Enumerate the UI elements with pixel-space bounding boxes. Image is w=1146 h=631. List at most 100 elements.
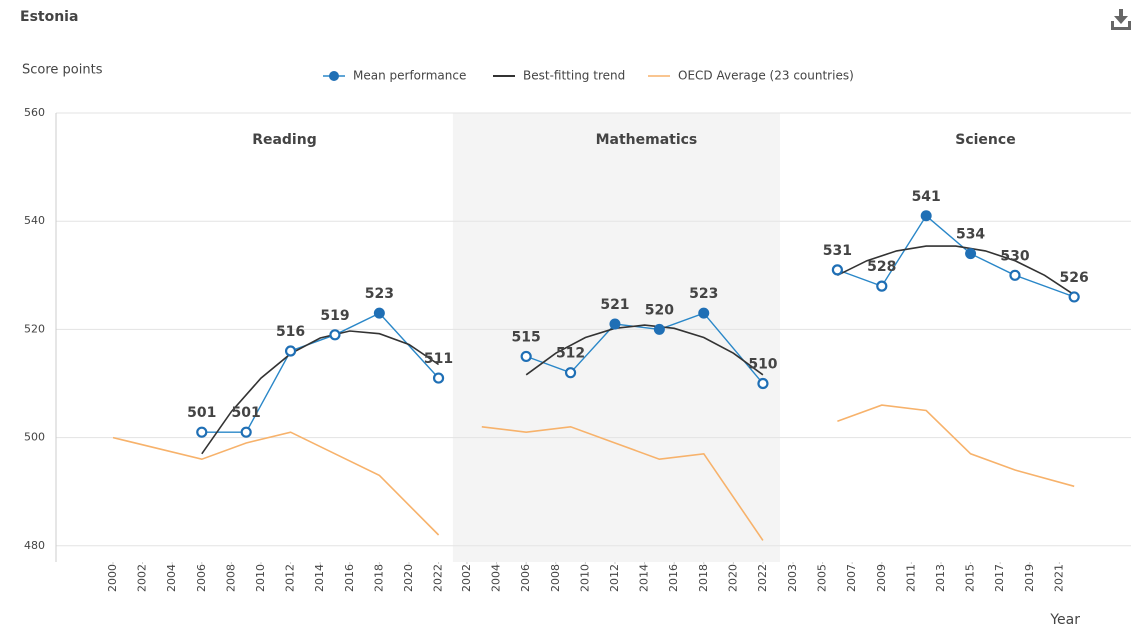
x-tick-label: 2021 (1052, 564, 1065, 592)
mean-marker (1068, 291, 1080, 303)
x-tick-label: 2007 (845, 564, 858, 592)
x-tick-label: 2006 (519, 564, 532, 592)
x-tick-label: 2010 (254, 564, 267, 592)
mean-marker (831, 264, 843, 276)
icon-arrow (1114, 16, 1128, 24)
mean-line (837, 214, 1075, 298)
y-tick-label: 520 (24, 322, 45, 335)
icon-side (1128, 21, 1131, 29)
data-label: 531 (823, 243, 852, 259)
y-axis-label: Score points (22, 63, 103, 78)
data-label: 521 (600, 297, 629, 313)
data-label: 541 (912, 189, 941, 205)
oecd-line (481, 425, 764, 541)
trend-line (201, 330, 440, 455)
panel-title: Mathematics (596, 132, 698, 148)
x-axis-label: Year (1049, 612, 1080, 628)
x-tick-label: 2009 (875, 564, 888, 592)
mean-marker (373, 307, 385, 319)
mean-marker (196, 426, 208, 438)
mean-marker (609, 318, 621, 330)
x-tick-label: 2002 (460, 564, 473, 592)
data-label: 523 (689, 286, 718, 302)
x-tick-label: 2015 (964, 564, 977, 592)
mean-marker (920, 210, 932, 222)
x-tick-label: 2022 (756, 564, 769, 592)
mean-marker (653, 323, 665, 335)
y-tick-label: 560 (24, 106, 45, 119)
data-label: 510 (748, 356, 777, 372)
legend-marker (329, 71, 339, 81)
data-label: 501 (232, 405, 261, 421)
mean-marker (876, 280, 888, 292)
x-tick-label: 2000 (106, 564, 119, 592)
x-tick-label: 2018 (697, 564, 710, 592)
x-tick-label: 2013 (934, 564, 947, 592)
mean-marker (564, 367, 577, 379)
mean-marker (240, 426, 252, 438)
trend-line (837, 245, 1075, 296)
x-tick-label: 2011 (904, 564, 917, 592)
x-tick-label: 2016 (667, 564, 680, 592)
mean-marker (1009, 269, 1021, 281)
x-tick-label: 2019 (1023, 564, 1036, 592)
data-label: 501 (187, 405, 216, 421)
y-tick-label: 480 (24, 539, 45, 552)
mean-marker (432, 372, 445, 384)
y-tick-label: 540 (24, 214, 45, 227)
download-icon[interactable] (1111, 9, 1131, 30)
legend-label: Mean performance (353, 69, 466, 83)
y-tick-label: 500 (24, 431, 45, 444)
x-tick-label: 2017 (993, 564, 1006, 592)
data-label: 519 (320, 308, 349, 324)
x-tick-label: 2016 (343, 564, 356, 592)
x-tick-label: 2004 (490, 564, 503, 592)
icon-stem (1119, 9, 1123, 19)
x-tick-label: 2012 (608, 564, 621, 592)
mean-marker (965, 248, 977, 260)
data-label: 515 (512, 329, 541, 345)
data-label: 534 (956, 227, 985, 243)
mean-marker (284, 345, 297, 357)
trend-line (525, 324, 764, 376)
panel-background (452, 113, 780, 562)
data-label: 520 (645, 302, 674, 318)
x-tick-label: 2014 (313, 564, 326, 592)
mean-marker (698, 307, 710, 319)
mean-marker (329, 329, 341, 341)
x-tick-label: 2020 (402, 564, 415, 592)
oecd-line (112, 431, 440, 536)
data-label: 523 (365, 286, 394, 302)
x-tick-label: 2005 (816, 564, 829, 592)
legend-label: OECD Average (23 countries) (678, 69, 854, 83)
legend-label: Best-fitting trend (523, 69, 625, 83)
mean-marker (757, 377, 769, 390)
x-tick-label: 2010 (578, 564, 591, 592)
oecd-line (837, 404, 1075, 488)
panel-title: Science (955, 132, 1015, 148)
data-label: 516 (276, 324, 305, 340)
x-tick-label: 2008 (224, 564, 237, 592)
mean-line (201, 312, 440, 433)
icon-base (1111, 27, 1131, 30)
x-tick-label: 2004 (165, 564, 178, 592)
chart-title: Estonia (20, 9, 78, 25)
x-tick-label: 2003 (786, 564, 799, 592)
x-tick-label: 2008 (549, 564, 562, 592)
x-tick-label: 2002 (136, 564, 149, 592)
data-label: 512 (556, 346, 585, 362)
x-tick-label: 2014 (638, 564, 651, 592)
data-label: 526 (1060, 270, 1089, 286)
x-tick-label: 2022 (432, 564, 445, 592)
x-tick-label: 2006 (195, 564, 208, 592)
x-tick-label: 2012 (284, 564, 297, 592)
data-label: 528 (867, 259, 896, 275)
panel-title: Reading (252, 132, 317, 148)
x-tick-label: 2018 (372, 564, 385, 592)
mean-marker (520, 350, 532, 363)
data-label: 511 (424, 351, 453, 367)
icon-side (1111, 21, 1114, 29)
x-tick-label: 2020 (726, 564, 739, 592)
data-label: 530 (1000, 248, 1029, 264)
